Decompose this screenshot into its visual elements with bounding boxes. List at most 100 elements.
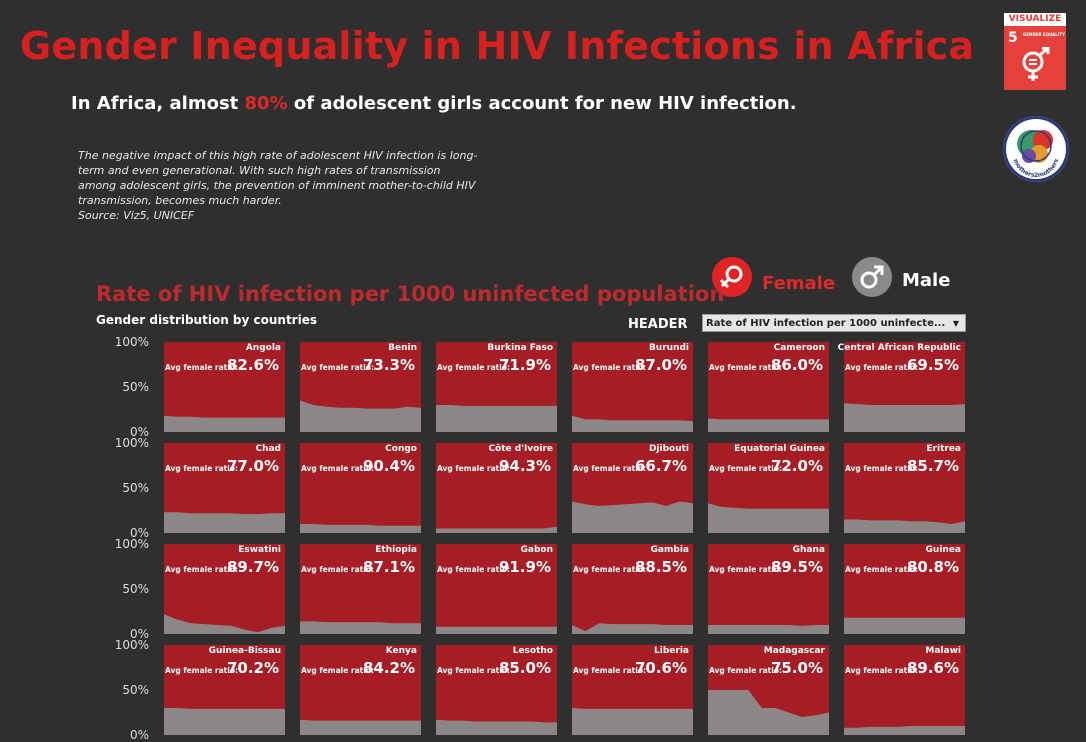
country-label: Burundi [649,343,689,353]
female-legend-icon[interactable] [712,257,752,297]
male-area [300,524,421,533]
ratio-value: 71.9% [499,356,551,374]
description-block: The negative impact of this high rate of… [78,148,478,223]
country-label: Guinea [926,545,961,555]
ratio-label: Avg female ratio: [301,464,374,473]
ratio-value: 84.2% [363,659,415,677]
male-area [436,405,557,432]
country-label: Ghana [793,545,825,555]
y-tick-label: 100% [115,537,149,551]
male-area [164,512,285,533]
female-area [436,443,557,533]
male-area [164,415,285,432]
female-area [708,544,829,634]
ratio-value: 70.6% [635,659,687,677]
male-area [708,503,829,533]
ratio-label: Avg female ratio: [573,666,646,675]
male-symbol-icon [860,265,884,289]
ratio-label: Avg female ratio: [845,666,918,675]
chart-subtitle: Gender distribution by countries [96,313,317,327]
country-label: Cameroon [774,343,825,353]
ratio-label: Avg female ratio: [165,363,238,372]
male-area [708,690,829,735]
description-text: The negative impact of this high rate of… [78,149,478,207]
y-tick-label: 0% [130,627,149,641]
ratio-label: Avg female ratio: [165,565,238,574]
mothers2mothers-logo[interactable]: mothers2mothers [1003,116,1069,182]
headline-highlight: 80% [244,93,288,114]
country-label: Angola [246,343,281,353]
source-text: Source: Viz5, UNICEF [78,209,195,222]
male-area [844,519,965,533]
country-label: Malawi [925,646,961,656]
male-legend-icon[interactable] [852,257,892,297]
ratio-label: Avg female ratio: [301,565,374,574]
sdg5-logo[interactable]: VISUALIZE 5 GENDER EQUALITY [1004,13,1066,90]
ratio-value: 85.7% [907,457,959,475]
female-legend-label[interactable]: Female [762,273,836,294]
male-area [572,623,693,634]
male-area [300,400,421,432]
headline: In Africa, almost 80% of adolescent girl… [71,93,797,114]
ratio-label: Avg female ratio: [301,666,374,675]
ratio-value: 94.3% [499,457,551,475]
measure-dropdown[interactable]: Rate of HIV infection per 1000 uninfecte… [702,314,966,332]
male-area [300,719,421,735]
page-title: Gender Inequality in HIV Infections in A… [20,24,975,68]
ratio-value: 66.7% [635,457,687,475]
y-tick-label: 100% [115,638,149,652]
male-area [164,708,285,735]
female-area [572,544,693,634]
ratio-label: Avg female ratio: [709,565,782,574]
country-label: Lesotho [513,646,553,656]
ratio-value: 89.5% [771,558,823,576]
male-area [572,501,693,533]
female-area [300,544,421,634]
country-label: Benin [388,343,417,353]
sdg-text: GENDER EQUALITY [1023,32,1065,37]
ratio-value: 87.1% [363,558,415,576]
y-tick-label: 100% [115,436,149,450]
ratio-label: Avg female ratio: [573,363,646,372]
ratio-value: 82.6% [227,356,279,374]
ratio-label: Avg female ratio: [709,464,782,473]
male-area [436,719,557,735]
country-label: Djibouti [649,444,689,454]
male-area [300,621,421,634]
y-tick-label: 0% [130,425,149,439]
ratio-value: 69.5% [907,356,959,374]
ratio-label: Avg female ratio: [573,464,646,473]
country-label: Burkina Faso [487,343,553,353]
country-label: Equatorial Guinea [734,444,825,454]
y-tick-label: 50% [122,380,149,394]
female-area [844,645,965,735]
ratio-value: 70.2% [227,659,279,677]
y-tick-label: 0% [130,526,149,540]
male-legend-label[interactable]: Male [902,270,951,291]
ratio-value: 73.3% [363,356,415,374]
ratio-label: Avg female ratio: [709,666,782,675]
female-area [436,544,557,634]
chart-title: Rate of HIV infection per 1000 uninfecte… [96,282,725,306]
male-area [436,526,557,533]
ratio-value: 85.0% [499,659,551,677]
country-label: Gabon [521,545,554,555]
country-label: Chad [255,444,281,454]
country-label: Côte d'Ivoire [488,443,553,454]
dropdown-arrow-icon: ▼ [952,319,959,328]
ratio-value: 77.0% [227,457,279,475]
sdg-banner: VISUALIZE [1004,13,1066,26]
male-area [436,626,557,634]
country-label: Madagascar [764,646,826,656]
y-tick-label: 50% [122,481,149,495]
country-label: Guinea-Bissau [209,646,281,656]
country-label: Kenya [386,646,417,656]
female-symbol-icon [719,265,743,289]
male-area [708,418,829,432]
y-tick-label: 50% [122,683,149,697]
female-area [300,443,421,533]
ratio-label: Avg female ratio: [437,464,510,473]
male-area [164,614,285,634]
ratio-value: 75.0% [771,659,823,677]
ratio-value: 90.4% [363,457,415,475]
